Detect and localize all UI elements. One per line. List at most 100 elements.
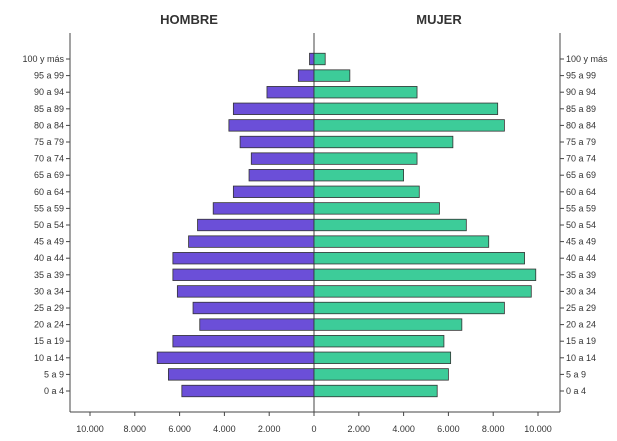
category-label-left: 95 a 99 (34, 71, 64, 81)
male-bar-90-a-94 (266, 86, 315, 99)
category-label-left: 5 a 9 (44, 369, 64, 379)
category-label-right: 75 a 79 (566, 137, 596, 147)
category-label-left: 65 a 69 (34, 170, 64, 180)
x-tick-label: 8.000 (124, 424, 147, 434)
female-bar-55-a-59 (313, 202, 440, 215)
male-bar-40-a-44 (172, 252, 315, 265)
female-bar-40-a-44 (313, 252, 525, 265)
category-label-left: 45 a 49 (34, 237, 64, 247)
category-label-right: 80 a 84 (566, 120, 596, 130)
category-label-left: 15 a 19 (34, 336, 64, 346)
male-bar-65-a-69 (248, 169, 315, 182)
category-label-right: 40 a 44 (566, 253, 596, 263)
category-label-left: 70 a 74 (34, 154, 64, 164)
male-bar-85-a-89 (232, 102, 315, 115)
x-tick-label: 6.000 (437, 424, 460, 434)
male-bar-0-a-4 (181, 384, 315, 398)
female-bar-95-a-99 (313, 69, 351, 82)
x-tick-label: 2.000 (258, 424, 281, 434)
category-label-right: 25 a 29 (566, 303, 596, 313)
category-label-left: 40 a 44 (34, 253, 64, 263)
female-bar-90-a-94 (313, 86, 418, 99)
x-tick-label: 6.000 (168, 424, 191, 434)
bars-group (156, 52, 537, 398)
category-label-right: 60 a 64 (566, 187, 596, 197)
female-bar-35-a-39 (313, 268, 537, 281)
x-tick-label: 0 (311, 424, 316, 434)
category-labels: 0 a 4 0 a 4 5 a 9 5 a 9 10 a 14 10 a 14 15 a 1… (22, 54, 608, 396)
female-bar-10-a-14 (313, 351, 452, 364)
category-label-left: 80 a 84 (34, 120, 64, 130)
category-label-right: 100 y más (566, 54, 608, 64)
category-label-left: 90 a 94 (34, 87, 64, 97)
category-label-right: 95 a 99 (566, 71, 596, 81)
female-bar-15-a-19 (313, 335, 445, 348)
male-bar-70-a-74 (250, 152, 315, 165)
category-label-right: 50 a 54 (566, 220, 596, 230)
male-bar-80-a-84 (228, 119, 315, 132)
category-label-right: 5 a 9 (566, 369, 586, 379)
female-bar-70-a-74 (313, 152, 418, 165)
female-bar-80-a-84 (313, 119, 505, 132)
male-bar-10-a-14 (156, 351, 315, 364)
category-label-left: 85 a 89 (34, 104, 64, 114)
category-label-left: 50 a 54 (34, 220, 64, 230)
female-bar-75-a-79 (313, 135, 454, 149)
x-tick-label: 4.000 (213, 424, 236, 434)
category-label-left: 100 y más (22, 54, 64, 64)
female-bar-50-a-54 (313, 218, 467, 232)
female-bar-5-a-9 (313, 368, 449, 381)
female-side-title: MUJER (416, 12, 462, 27)
male-bar-95-a-99 (297, 69, 315, 82)
category-label-right: 0 a 4 (566, 386, 586, 396)
female-bar-25-a-29 (313, 301, 505, 315)
category-label-right: 55 a 59 (566, 203, 596, 213)
female-bar-20-a-24 (313, 318, 463, 331)
category-label-left: 30 a 34 (34, 286, 64, 296)
category-label-right: 45 a 49 (566, 237, 596, 247)
male-bar-35-a-39 (172, 268, 315, 281)
male-bar-15-a-19 (172, 335, 315, 348)
category-label-left: 75 a 79 (34, 137, 64, 147)
male-bar-20-a-24 (199, 318, 315, 331)
category-label-right: 30 a 34 (566, 286, 596, 296)
male-side-title: HOMBRE (160, 12, 218, 27)
female-bar-30-a-34 (313, 285, 532, 298)
male-bar-5-a-9 (167, 368, 315, 381)
category-label-right: 10 a 14 (566, 353, 596, 363)
category-label-left: 35 a 39 (34, 270, 64, 280)
category-label-left: 55 a 59 (34, 203, 64, 213)
male-bar-75-a-79 (239, 135, 315, 149)
category-label-right: 70 a 74 (566, 154, 596, 164)
category-label-right: 15 a 19 (566, 336, 596, 346)
x-tick-label: 10.000 (76, 424, 104, 434)
category-label-left: 25 a 29 (34, 303, 64, 313)
category-label-right: 20 a 24 (566, 320, 596, 330)
category-label-left: 0 a 4 (44, 386, 64, 396)
x-axis-ticks: 10.000 8.000 6.000 4.000 2.000 0 2.000 4.000 6.0… (76, 412, 552, 434)
female-bar-65-a-69 (313, 169, 404, 182)
x-tick-label: 10.000 (524, 424, 552, 434)
x-tick-label: 8.000 (482, 424, 505, 434)
category-label-left: 20 a 24 (34, 320, 64, 330)
male-bar-100-y-más (309, 52, 315, 66)
male-bar-30-a-34 (176, 285, 315, 298)
x-tick-label: 4.000 (392, 424, 415, 434)
male-bar-25-a-29 (192, 301, 315, 315)
category-label-left: 60 a 64 (34, 187, 64, 197)
female-bar-60-a-64 (313, 185, 420, 198)
category-label-left: 10 a 14 (34, 353, 64, 363)
category-label-right: 35 a 39 (566, 270, 596, 280)
female-bar-100-y-más (313, 52, 326, 66)
male-bar-60-a-64 (232, 185, 315, 198)
x-tick-label: 2.000 (348, 424, 371, 434)
category-label-right: 90 a 94 (566, 87, 596, 97)
male-bar-45-a-49 (188, 235, 315, 248)
female-bar-85-a-89 (313, 102, 499, 115)
category-label-right: 65 a 69 (566, 170, 596, 180)
male-bar-55-a-59 (212, 202, 315, 215)
female-bar-0-a-4 (313, 384, 438, 398)
male-bar-50-a-54 (197, 218, 315, 232)
category-label-right: 85 a 89 (566, 104, 596, 114)
